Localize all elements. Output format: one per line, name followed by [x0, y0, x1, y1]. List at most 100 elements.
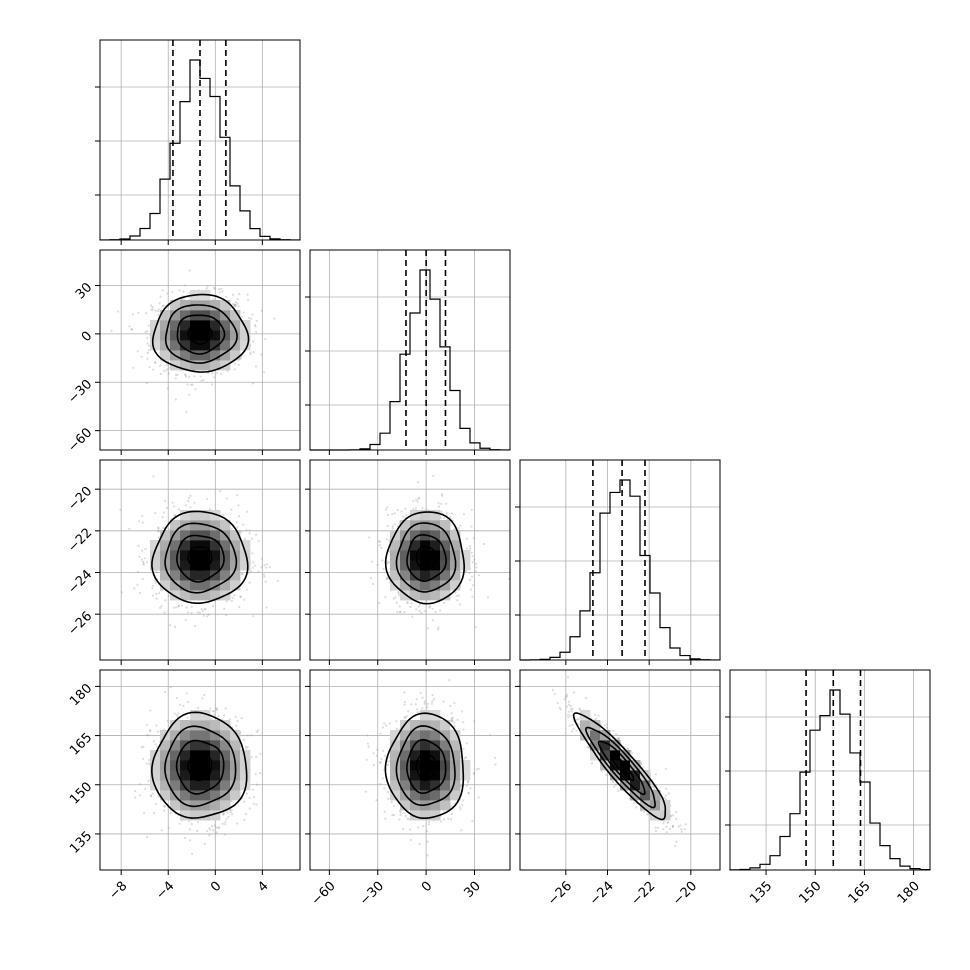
- sample-point: [236, 822, 239, 825]
- sample-point: [136, 583, 139, 587]
- y-tick-label: 0: [79, 329, 95, 345]
- sample-point: [163, 511, 166, 514]
- sample-point: [188, 269, 191, 272]
- sample-point: [163, 809, 166, 812]
- hist-panel-p3: [515, 459, 721, 661]
- sample-point: [224, 707, 227, 710]
- density-cell: [210, 730, 221, 741]
- density-cell: [150, 540, 161, 551]
- y-tick-label: −20: [65, 484, 95, 514]
- sample-point: [161, 304, 164, 307]
- sample-point: [157, 526, 160, 529]
- density-cell: [170, 310, 181, 321]
- sample-point: [174, 398, 177, 401]
- density-cell: [180, 340, 191, 351]
- density-cell: [210, 570, 221, 581]
- sample-point: [189, 506, 192, 509]
- sample-point: [220, 372, 223, 376]
- sample-point: [174, 373, 177, 376]
- sample-point: [182, 704, 185, 708]
- density-cell: [180, 310, 191, 321]
- density-cell: [210, 770, 221, 781]
- sample-point: [238, 292, 241, 296]
- sample-point: [221, 290, 224, 293]
- sample-point: [186, 383, 189, 386]
- density-cell: [410, 530, 421, 541]
- sample-point: [187, 496, 190, 500]
- density-cell: [160, 570, 171, 581]
- sample-point: [415, 608, 418, 611]
- sample-point: [245, 747, 248, 750]
- density-cell: [410, 570, 421, 581]
- sample-point: [150, 308, 153, 311]
- sample-point: [225, 600, 228, 603]
- density-cell: [200, 570, 211, 581]
- sample-point: [215, 826, 218, 829]
- density-cell: [400, 580, 411, 591]
- sample-point: [193, 375, 196, 378]
- sample-point: [120, 591, 123, 594]
- density-cell: [430, 580, 441, 591]
- density-cell: [450, 580, 461, 591]
- density-cell: [220, 750, 231, 761]
- density-cell: [180, 590, 191, 601]
- sample-point: [234, 303, 237, 306]
- sample-point: [250, 755, 253, 758]
- sample-point: [222, 813, 225, 816]
- sample-point: [386, 524, 389, 528]
- sample-point: [141, 549, 144, 552]
- density-cell: [190, 720, 201, 731]
- density-cell: [160, 740, 171, 751]
- sample-point: [146, 561, 149, 564]
- sample-point: [396, 610, 399, 614]
- density-cell: [180, 360, 191, 371]
- sample-point: [477, 574, 480, 577]
- sample-point: [178, 822, 181, 825]
- sample-point: [242, 523, 245, 526]
- sample-point: [238, 605, 241, 609]
- density-cell: [170, 330, 181, 341]
- density-cell: [210, 320, 221, 331]
- sample-point: [141, 514, 144, 518]
- sample-point: [155, 571, 158, 574]
- sample-point: [243, 538, 246, 541]
- sample-point: [150, 795, 153, 798]
- sample-point: [259, 752, 262, 755]
- sample-point: [393, 523, 396, 526]
- sample-point: [412, 508, 415, 511]
- sample-point: [167, 372, 170, 375]
- sample-point: [128, 527, 131, 530]
- density-cell: [220, 760, 231, 771]
- sample-point: [456, 599, 459, 602]
- sample-point: [240, 316, 243, 319]
- sample-point: [255, 803, 258, 806]
- sample-point: [172, 606, 175, 609]
- density-cell: [440, 540, 451, 551]
- density-cell: [180, 320, 191, 331]
- density-cell: [420, 510, 431, 521]
- sample-point: [186, 716, 189, 719]
- density-cell: [180, 540, 191, 551]
- density-cell: [170, 590, 181, 601]
- sample-point: [507, 577, 510, 580]
- sample-point: [382, 567, 385, 571]
- sample-point: [166, 306, 169, 309]
- density-cell: [170, 730, 181, 741]
- sample-point: [260, 353, 263, 356]
- density-cell: [180, 760, 191, 771]
- sample-point: [205, 615, 209, 618]
- sample-point: [383, 787, 386, 790]
- y-tick-label: 150: [67, 779, 95, 807]
- sample-point: [225, 497, 228, 500]
- sample-point: [230, 599, 233, 602]
- sample-point: [424, 609, 427, 613]
- density-cell: [230, 530, 241, 541]
- sample-point: [440, 502, 443, 505]
- sample-point: [223, 833, 226, 836]
- sample-point: [431, 607, 434, 610]
- sample-point: [188, 828, 191, 831]
- sample-point: [377, 540, 381, 543]
- histogram-p4: [729, 689, 931, 871]
- sample-point: [147, 734, 150, 737]
- sample-point: [404, 507, 407, 510]
